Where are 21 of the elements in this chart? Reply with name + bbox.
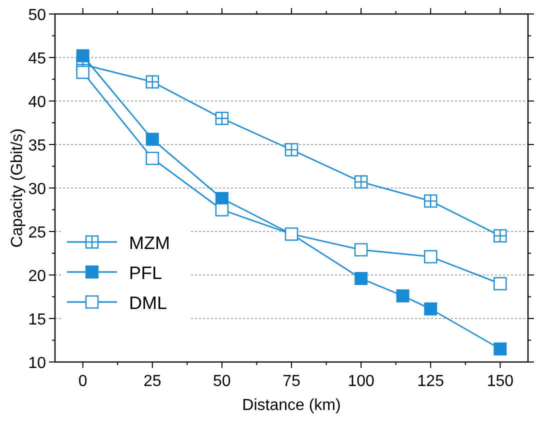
y-tick-label: 40 <box>28 94 46 111</box>
legend-label: DML <box>129 293 168 313</box>
x-tick-label: 75 <box>282 373 300 390</box>
x-tick-label: 150 <box>486 373 514 390</box>
y-axis-title: Capacity (Gbit/s) <box>9 128 26 248</box>
y-tick-label: 45 <box>28 50 46 68</box>
y-tick-label: 50 <box>28 7 46 24</box>
y-tick-label: 25 <box>28 224 46 242</box>
x-axis-title: Distance (km) <box>242 397 341 414</box>
y-tick-label: 15 <box>28 312 46 328</box>
y-tick-label: 35 <box>28 138 46 154</box>
y-tick-label: 10 <box>28 355 46 372</box>
x-tick-label: 50 <box>213 373 231 390</box>
legend-label: MZM <box>129 233 170 253</box>
y-tick-label: 30 <box>28 181 46 198</box>
x-tick-label: 0 <box>78 373 88 390</box>
x-tick-label: 25 <box>143 373 162 390</box>
y-tick-label: 20 <box>28 268 46 285</box>
legend-label: PFL <box>129 263 162 283</box>
x-tick-label: 125 <box>417 373 444 390</box>
x-tick-label: 100 <box>348 373 375 390</box>
